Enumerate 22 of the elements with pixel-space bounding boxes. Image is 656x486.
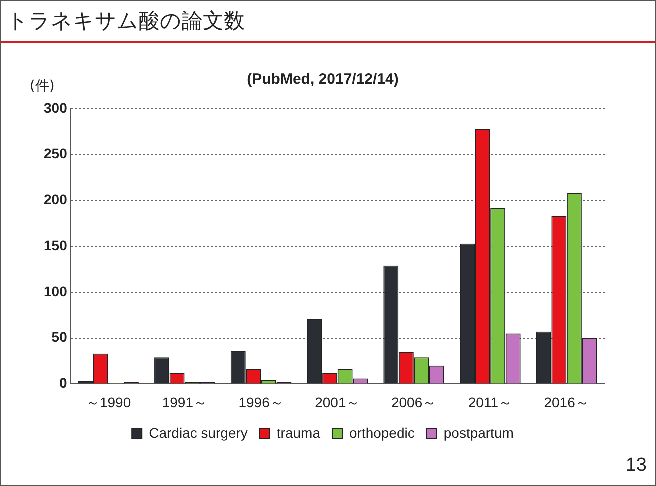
y-tick-label: 0 (60, 375, 68, 392)
y-tick-label: 300 (44, 100, 68, 116)
legend-label: trauma (276, 424, 321, 441)
y-axis-title: (件) (30, 78, 55, 95)
legend-label: postpartum (444, 424, 514, 441)
y-tick-label: 200 (44, 192, 68, 208)
x-tick-label: 2006～ (391, 394, 437, 410)
x-tick-label: 2011～ (468, 394, 512, 410)
y-tick-label: 50 (52, 329, 68, 346)
x-tick-label: 1996～ (238, 394, 284, 410)
y-tick-label: 100 (44, 283, 68, 300)
x-tick-label: 2001～ (315, 394, 360, 410)
y-tick-label: 150 (44, 237, 68, 254)
x-tick-label: 1991～ (162, 394, 208, 410)
legend-label: orthopedic (349, 424, 415, 441)
text: 13 (626, 455, 647, 477)
y-tick-label: 250 (44, 146, 68, 162)
x-tick-label: ～1990 (86, 394, 132, 410)
legend-label: Cardiac surgery (149, 424, 248, 441)
chart-title: トラネキサム酸の論文数 (7, 8, 245, 35)
x-tick-label: 2016～ (544, 394, 590, 410)
chart-subtitle: (PubMed, 2017/12/14) (247, 71, 399, 88)
